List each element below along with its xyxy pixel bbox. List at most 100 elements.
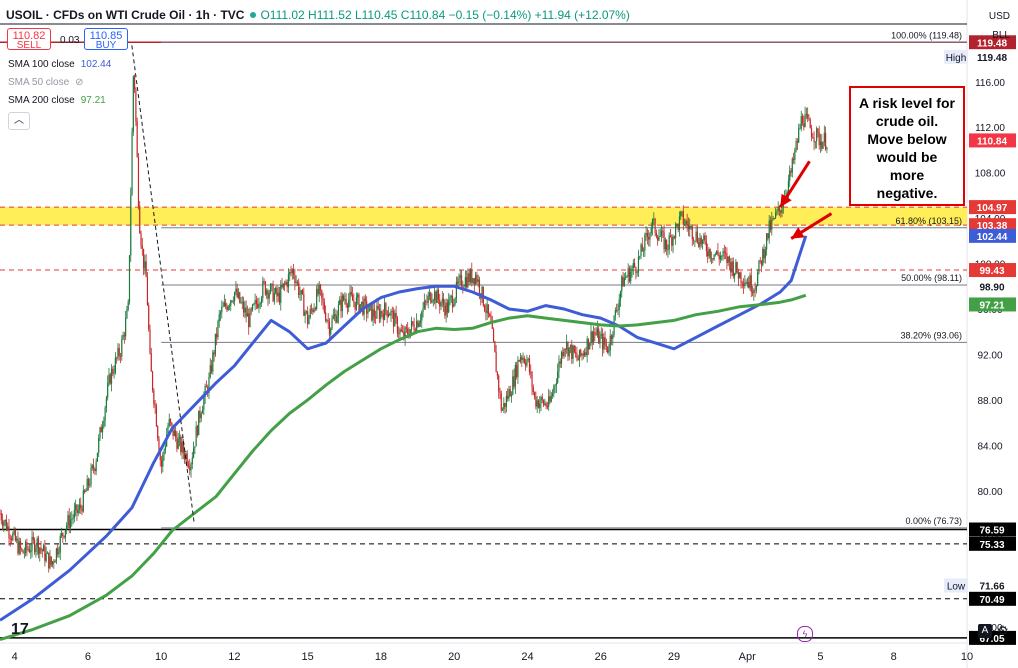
candle-body: [509, 389, 511, 397]
candle-body: [469, 269, 472, 282]
candle-body: [194, 446, 196, 449]
candle-body: [564, 349, 566, 351]
candle-body: [694, 240, 696, 242]
candle-body: [701, 239, 704, 245]
indicator-sma50[interactable]: SMA 50 close ⊘: [8, 77, 84, 88]
y-tick-label: 108.00: [975, 169, 1006, 180]
candle-body: [49, 556, 51, 569]
candle-body: [775, 212, 777, 219]
candle-body: [7, 526, 9, 530]
candle-body: [399, 329, 401, 334]
lightning-icon[interactable]: ϟ: [797, 626, 813, 642]
candle-body: [310, 308, 313, 310]
candle-body: [23, 553, 25, 554]
candle-body: [421, 311, 423, 321]
price-tag-box: [944, 578, 968, 593]
x-tick-label: 10: [155, 651, 167, 663]
candle-body: [84, 490, 86, 493]
candle-body: [85, 490, 87, 493]
candle-body: [222, 306, 224, 308]
collapse-indicators-button[interactable]: ︿: [8, 112, 30, 130]
candle-body: [182, 441, 184, 453]
candle-body: [13, 530, 15, 534]
indicator-sma100[interactable]: SMA 100 close 102.44: [8, 59, 111, 70]
candle-body: [9, 537, 11, 539]
candle-body: [623, 278, 625, 287]
indicator-sma200[interactable]: SMA 200 close 97.21: [8, 95, 106, 106]
candle-body: [154, 404, 156, 407]
candle-body: [526, 359, 528, 366]
x-tick-label: 29: [668, 651, 680, 663]
tradingview-logo[interactable]: 17: [11, 621, 29, 638]
price-label-box: [969, 133, 1016, 148]
candle-body: [813, 138, 815, 143]
candle-body: [553, 386, 555, 394]
candle-body: [758, 260, 760, 273]
candle-body: [22, 550, 24, 554]
candle-body: [755, 285, 757, 291]
candle-body: [666, 239, 668, 250]
y-tick-label: 112.00: [975, 123, 1005, 134]
candle-body: [439, 299, 441, 307]
candle-body: [590, 331, 592, 344]
candle-body: [655, 232, 657, 237]
candle-body: [375, 317, 377, 319]
candle-body: [692, 239, 695, 241]
candle-body: [463, 286, 465, 288]
candle-body: [184, 452, 186, 460]
candle-body: [30, 550, 32, 553]
indicator-sma200-label: SMA 200 close: [8, 95, 75, 106]
candle-body: [101, 426, 104, 433]
candle-body: [571, 344, 573, 359]
candle-body: [394, 313, 396, 327]
candle-body: [605, 344, 607, 347]
candle-body: [12, 533, 14, 541]
unit-label[interactable]: BLL: [992, 30, 1010, 41]
candle-body: [549, 396, 551, 402]
auto-scale-button[interactable]: A: [978, 624, 992, 638]
candle-body: [157, 426, 159, 439]
candle-body: [81, 508, 83, 512]
candle-body: [791, 158, 793, 173]
candle-body: [382, 313, 384, 320]
candle-body: [604, 337, 606, 345]
candle-body: [358, 294, 360, 312]
sell-button[interactable]: 110.82 SELL: [7, 28, 51, 51]
candle-body: [445, 302, 447, 316]
indicator-sma100-value: 102.44: [80, 59, 112, 70]
fib-level-label: 50.00% (98.11): [901, 273, 962, 283]
candle-body: [680, 211, 682, 217]
candle-body: [144, 261, 146, 269]
candle-body: [108, 374, 110, 383]
candle-body: [499, 391, 501, 394]
candle-body: [810, 128, 813, 138]
candle-body: [435, 291, 437, 303]
candle-body: [342, 295, 345, 300]
candle-body: [299, 294, 301, 296]
candle-body: [239, 292, 241, 303]
candle-body: [700, 237, 702, 245]
buy-button[interactable]: 110.85 BUY: [84, 28, 128, 51]
candle-body: [167, 426, 169, 435]
candle-body: [475, 274, 477, 285]
candle-body: [805, 114, 807, 115]
settings-gear-icon[interactable]: ⚙: [997, 623, 1009, 638]
trend-line: [131, 45, 195, 523]
candle-body: [262, 281, 264, 299]
eye-hidden-icon[interactable]: ⊘: [75, 77, 84, 88]
candle-body: [437, 289, 440, 300]
candle-body: [201, 409, 204, 414]
candle-body: [704, 235, 706, 242]
candle-body: [736, 262, 738, 273]
candle-body: [525, 362, 527, 366]
candle-body: [39, 547, 41, 554]
candle-body: [334, 314, 336, 317]
symbol-title[interactable]: USOIL · CFDs on WTI Crude Oil · 1h · TVC: [6, 8, 245, 22]
price-label: 97.21: [979, 300, 1004, 311]
candle-body: [75, 504, 77, 510]
candle-body: [294, 274, 296, 283]
candle-body: [164, 446, 166, 451]
candle-body: [186, 453, 188, 465]
currency-label[interactable]: USD: [988, 11, 1010, 22]
